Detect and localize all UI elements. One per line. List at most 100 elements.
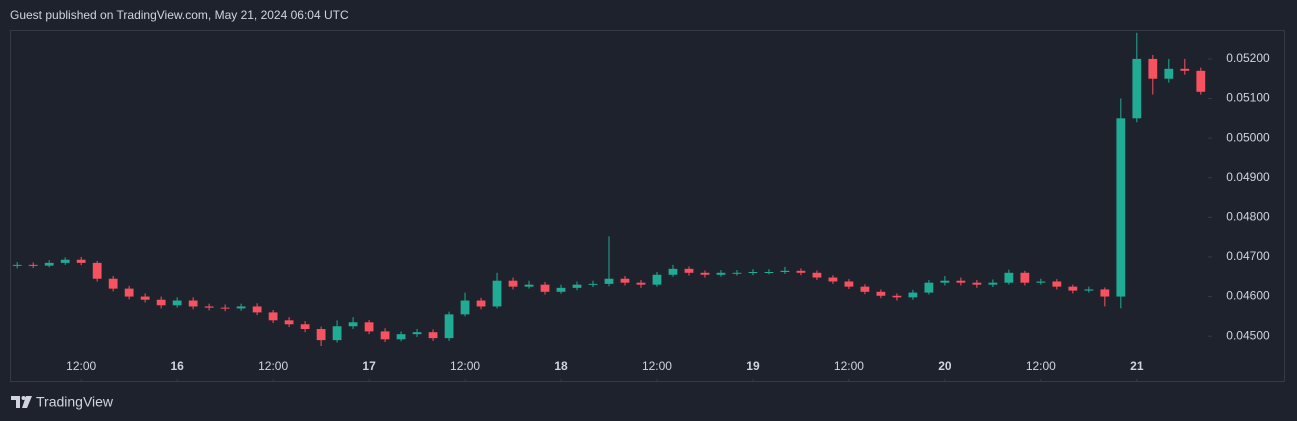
candle-body bbox=[796, 270, 806, 273]
candle-body bbox=[364, 322, 374, 332]
candle-body bbox=[524, 284, 534, 287]
tradingview-logo bbox=[11, 396, 32, 408]
candle-body bbox=[860, 286, 870, 292]
candle-body bbox=[220, 307, 230, 309]
candle-body bbox=[1020, 272, 1030, 283]
candle-body bbox=[844, 281, 854, 287]
candle-body bbox=[1100, 289, 1110, 297]
y-tick-label: 0.05200 bbox=[1226, 51, 1270, 65]
candle-body bbox=[716, 272, 726, 275]
candle-body bbox=[1116, 118, 1126, 297]
candle-body bbox=[732, 272, 742, 274]
candle-body bbox=[412, 332, 422, 335]
logo-mark bbox=[11, 396, 20, 408]
candle-body bbox=[540, 284, 550, 292]
candle-body bbox=[124, 288, 134, 297]
candle-body bbox=[300, 324, 310, 330]
candle-body bbox=[988, 282, 998, 285]
candle-body bbox=[380, 331, 390, 340]
y-tick-label: 0.04900 bbox=[1226, 170, 1270, 184]
candle-body bbox=[1084, 289, 1094, 291]
candle-body bbox=[60, 259, 70, 263]
candle-body bbox=[1164, 68, 1174, 79]
candle-body bbox=[700, 272, 710, 275]
y-tick-label: 0.04500 bbox=[1226, 328, 1270, 342]
candle-body bbox=[668, 268, 678, 275]
candle-body bbox=[972, 282, 982, 285]
candle-body bbox=[588, 283, 598, 285]
candle-body bbox=[652, 274, 662, 285]
candle-body bbox=[444, 314, 454, 339]
y-tick-label: 0.04800 bbox=[1226, 210, 1270, 224]
candle-body bbox=[812, 272, 822, 278]
candle-body bbox=[892, 295, 902, 298]
candle-body bbox=[28, 264, 38, 266]
candle-body bbox=[204, 306, 214, 308]
candle-body bbox=[764, 271, 774, 273]
x-tick-label: 19 bbox=[746, 359, 760, 373]
y-tick-label: 0.05000 bbox=[1226, 130, 1270, 144]
candle-body bbox=[620, 278, 630, 283]
candle-body bbox=[508, 280, 518, 287]
candle-body bbox=[76, 259, 86, 263]
candle-body bbox=[492, 280, 502, 307]
x-tick-label: 12:00 bbox=[66, 359, 96, 373]
candle-body bbox=[428, 332, 438, 339]
y-tick-label: 0.04700 bbox=[1226, 249, 1270, 263]
publish-header: Guest published on TradingView.com, May … bbox=[10, 8, 349, 22]
candle-body bbox=[156, 299, 166, 306]
candle-body bbox=[876, 291, 886, 296]
x-tick-label: 16 bbox=[170, 359, 184, 373]
candle-body bbox=[172, 300, 182, 306]
candle-body bbox=[556, 287, 566, 292]
candle-body bbox=[1004, 272, 1014, 283]
y-tick-label: 0.05100 bbox=[1226, 91, 1270, 105]
candle-body bbox=[348, 322, 358, 327]
candle-body bbox=[316, 329, 326, 341]
candle-body bbox=[604, 278, 614, 284]
candle-body bbox=[908, 292, 918, 298]
x-tick-label: 20 bbox=[938, 359, 952, 373]
candle-body bbox=[924, 282, 934, 293]
candle-body bbox=[1036, 281, 1046, 283]
candle-body bbox=[1132, 58, 1142, 119]
brand-name: TradingView bbox=[36, 394, 114, 410]
candle-body bbox=[236, 306, 246, 309]
chart-frame bbox=[10, 30, 1285, 382]
logo-slash bbox=[22, 396, 32, 408]
candle-body bbox=[188, 300, 198, 307]
candle-body bbox=[956, 280, 966, 283]
candle-body bbox=[252, 306, 262, 313]
candle-body bbox=[780, 270, 790, 272]
candle-body bbox=[268, 312, 278, 321]
x-tick-label: 18 bbox=[554, 359, 568, 373]
candle-body bbox=[1180, 68, 1190, 71]
candle-body bbox=[44, 262, 54, 266]
candle-body bbox=[108, 278, 118, 289]
candle-body bbox=[332, 326, 342, 341]
candle-body bbox=[1196, 70, 1206, 92]
x-tick-label: 12:00 bbox=[450, 359, 480, 373]
candle-body bbox=[396, 334, 406, 340]
y-tick-label: 0.04600 bbox=[1226, 289, 1270, 303]
candle-body bbox=[748, 271, 758, 273]
candle-body bbox=[828, 277, 838, 282]
candle-body bbox=[476, 300, 486, 307]
candle-body bbox=[940, 280, 950, 283]
candle-body bbox=[1068, 286, 1078, 291]
candle-body bbox=[684, 268, 694, 273]
candle-body bbox=[636, 282, 646, 285]
candle-body bbox=[92, 262, 102, 279]
logo-dot bbox=[21, 396, 26, 400]
x-tick-label: 21 bbox=[1130, 359, 1144, 373]
candle-body bbox=[1148, 58, 1158, 79]
candle-body bbox=[284, 320, 294, 325]
candle-body bbox=[460, 300, 470, 315]
x-tick-label: 12:00 bbox=[834, 359, 864, 373]
candle-body bbox=[12, 264, 22, 266]
candle-body bbox=[1052, 281, 1062, 287]
candle-body bbox=[572, 284, 582, 288]
x-tick-label: 12:00 bbox=[258, 359, 288, 373]
